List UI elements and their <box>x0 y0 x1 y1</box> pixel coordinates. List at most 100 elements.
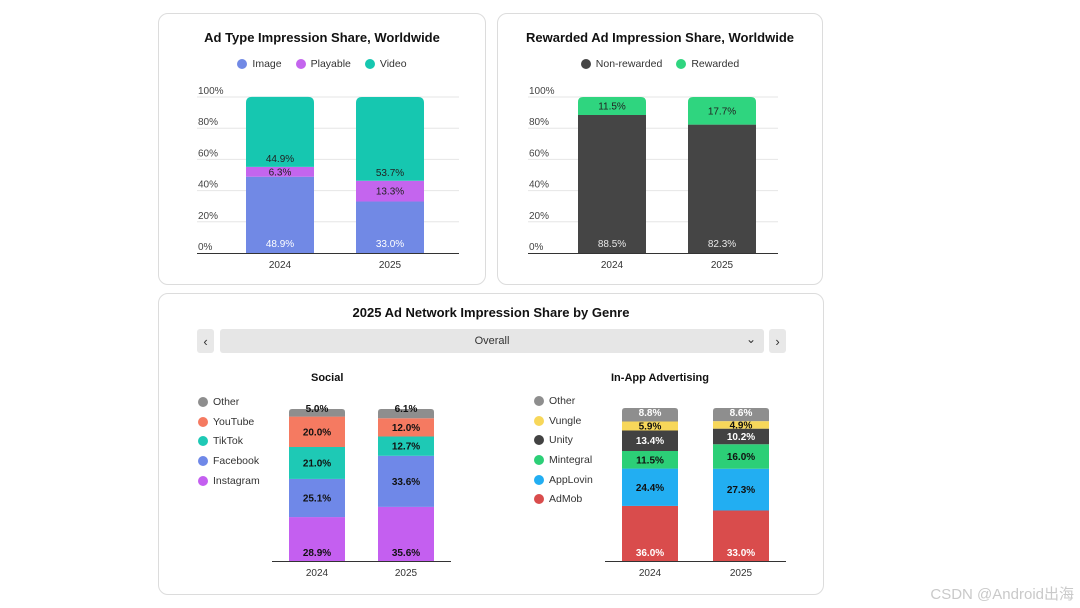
y-tick-label: 40% <box>529 180 549 191</box>
bar-segment-rewarded-2024 <box>578 97 646 115</box>
bar-segment-other-2024 <box>289 409 345 417</box>
data-label-youtube-2024: 20.0% <box>303 427 331 438</box>
csdn-watermark: CSDN @Android出海 <box>930 586 1074 603</box>
genre-charts-svg: 28.9% 25.1% 21.0% 20.0% 5.0% 2024 35.6% 33.6% 12… <box>272 404 786 579</box>
bar-segment-video-2024 <box>246 96 314 167</box>
bar-segment-non-rewarded-2025 <box>688 124 756 253</box>
bar-segment-youtube-2024 <box>289 416 345 447</box>
legend-item-youtube: YouTube <box>198 412 260 432</box>
bar-segment-facebook-2025 <box>378 455 434 507</box>
legend-swatch <box>198 436 208 447</box>
legend-swatch <box>534 415 544 426</box>
data-label-mintegral-2024: 11.5% <box>636 455 664 466</box>
inapp-legend: Other Vungle Unity Mintegral AppLovin AdMob <box>534 391 593 509</box>
genre-panel-title: 2025 Ad Network Impression Share by Genr… <box>352 305 630 320</box>
bar-segment-admob-2024 <box>622 505 678 561</box>
data-label-video-2025: 53.7% <box>376 168 404 179</box>
data-label-playable-2024: 6.3% <box>269 167 292 178</box>
legend-label: AdMob <box>549 493 583 506</box>
data-label-rewarded-2025: 17.7% <box>708 106 736 117</box>
bar-segment-other-2025 <box>713 408 769 422</box>
genre-chart-card: 2025 Ad Network Impression Share by Genr… <box>158 293 824 595</box>
y-tick-label: 100% <box>198 86 224 97</box>
data-label-video-2024: 44.9% <box>266 154 294 165</box>
bar-segment-tiktok-2025 <box>378 436 434 456</box>
bar-segment-instagram-2025 <box>378 506 434 561</box>
data-label-other-2024: 8.8% <box>639 408 662 419</box>
y-tick-label: 60% <box>198 148 218 159</box>
legend-label: Vungle <box>549 414 582 427</box>
bar-segment-facebook-2024 <box>289 478 345 518</box>
ad-type-chart-card: Ad Type Impression Share, Worldwide Imag… <box>158 13 486 285</box>
chevron-left-icon: ‹ <box>203 333 208 349</box>
legend-swatch <box>237 59 248 69</box>
y-tick-label: 0% <box>198 242 213 253</box>
bar-segment-other-2025 <box>378 409 434 419</box>
x-tick-label: 2025 <box>379 260 402 271</box>
genre-select-value: Overall <box>474 335 510 347</box>
y-tick-label: 20% <box>529 211 549 222</box>
bar-segment-applovin-2024 <box>622 468 678 506</box>
data-label-admob-2024: 36.0% <box>636 548 664 559</box>
data-label-image-2024: 48.9% <box>266 239 294 250</box>
legend-item-unity: Unity <box>534 430 593 450</box>
ad-type-legend: Image Playable Video <box>159 58 485 70</box>
data-label-unity-2024: 13.4% <box>636 436 664 447</box>
bar-segment-youtube-2025 <box>378 418 434 437</box>
legend-label: Facebook <box>213 454 260 467</box>
legend-label: Rewarded <box>691 58 740 70</box>
prev-genre-button[interactable]: ‹ <box>197 329 214 353</box>
bar-segment-unity-2024 <box>622 430 678 451</box>
ad-type-chart-title: Ad Type Impression Share, Worldwide <box>204 30 440 45</box>
bar-segment-non-rewarded-2024 <box>578 114 646 253</box>
data-label-applovin-2025: 27.3% <box>727 485 755 496</box>
bar-segment-rewarded-2025 <box>688 97 756 125</box>
data-label-non-rewarded-2025: 82.3% <box>708 239 736 250</box>
legend-label: Other <box>549 394 576 407</box>
x-tick-label: 2024 <box>306 568 329 579</box>
data-label-unity-2025: 10.2% <box>727 432 755 443</box>
chevron-down-icon: ⌄ <box>745 332 756 346</box>
data-label-facebook-2025: 33.6% <box>392 477 420 488</box>
bar-segment-video-2025 <box>356 97 424 181</box>
next-genre-button[interactable]: › <box>769 329 786 353</box>
legend-label: AppLovin <box>549 473 593 486</box>
legend-item-admob: AdMob <box>534 489 593 509</box>
legend-item-instagram: Instagram <box>198 471 260 491</box>
data-label-admob-2025: 33.0% <box>727 548 755 559</box>
legend-swatch <box>676 59 687 69</box>
x-tick-label: 2024 <box>269 260 292 271</box>
legend-label: Playable <box>310 58 351 70</box>
legend-label: Non-rewarded <box>595 58 663 70</box>
legend-label: Video <box>379 58 407 70</box>
x-tick-label: 2025 <box>395 568 418 579</box>
data-label-applovin-2024: 24.4% <box>636 483 664 494</box>
legend-item-applovin: AppLovin <box>534 470 593 490</box>
legend-swatch <box>198 475 208 486</box>
genre-select-dropdown[interactable]: Overall ⌄ <box>220 329 764 353</box>
data-label-tiktok-2024: 21.0% <box>303 458 331 469</box>
ad-type-chart-svg: 0% 20% 40% 60% 80% 100% 48.9% 6.3% 44.9% 2024 33.0… <box>197 86 459 271</box>
bar-segment-mintegral-2024 <box>622 450 678 469</box>
legend-item-vungle: Vungle <box>534 411 593 431</box>
bar-segment-unity-2025 <box>713 428 769 445</box>
legend-item-other: Other <box>198 392 260 412</box>
y-tick-label: 60% <box>529 148 549 159</box>
y-tick-label: 0% <box>529 242 544 253</box>
x-tick-label: 2025 <box>730 568 753 579</box>
legend-swatch <box>364 59 375 69</box>
legend-swatch <box>580 59 591 69</box>
y-tick-label: 80% <box>529 117 549 128</box>
legend-item-other: Other <box>534 391 593 411</box>
legend-item-playable: Playable <box>295 58 351 70</box>
y-tick-label: 40% <box>198 180 218 191</box>
social-chart-title: Social <box>311 372 344 384</box>
inapp-chart-title: In-App Advertising <box>611 372 709 384</box>
legend-item-tiktok: TikTok <box>198 431 260 451</box>
legend-swatch <box>534 494 544 505</box>
legend-item-image: Image <box>237 58 282 70</box>
x-tick-label: 2025 <box>711 260 734 271</box>
bar-segment-tiktok-2024 <box>289 447 345 479</box>
legend-swatch <box>534 435 544 446</box>
legend-swatch <box>198 416 208 427</box>
